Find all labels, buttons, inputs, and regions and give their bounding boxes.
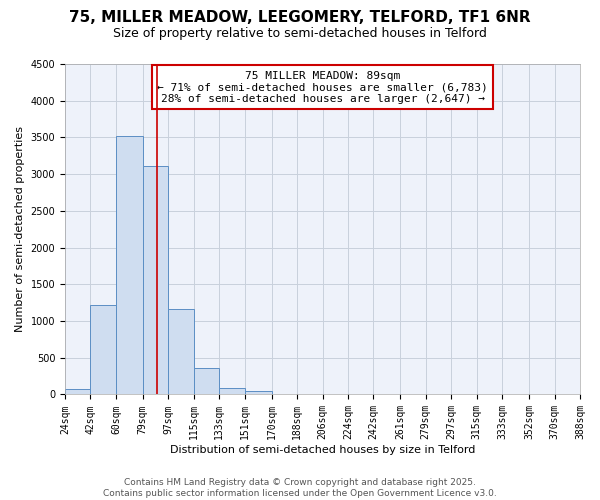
X-axis label: Distribution of semi-detached houses by size in Telford: Distribution of semi-detached houses by … (170, 445, 475, 455)
Bar (219, 388, 245, 394)
Text: 75 MILLER MEADOW: 89sqm
← 71% of semi-detached houses are smaller (6,783)
28% of: 75 MILLER MEADOW: 89sqm ← 71% of semi-de… (157, 70, 488, 104)
Bar (91, 306, 116, 394)
Text: 75, MILLER MEADOW, LEEGOMERY, TELFORD, TF1 6NR: 75, MILLER MEADOW, LEEGOMERY, TELFORD, T… (69, 10, 531, 25)
Bar (65, 389, 91, 394)
Bar (116, 136, 143, 394)
Text: Contains HM Land Registry data © Crown copyright and database right 2025.
Contai: Contains HM Land Registry data © Crown c… (103, 478, 497, 498)
Bar (143, 166, 169, 394)
Bar (245, 392, 272, 394)
Text: Size of property relative to semi-detached houses in Telford: Size of property relative to semi-detach… (113, 28, 487, 40)
Y-axis label: Number of semi-detached properties: Number of semi-detached properties (15, 126, 25, 332)
Bar (169, 309, 194, 394)
Bar (194, 368, 219, 394)
